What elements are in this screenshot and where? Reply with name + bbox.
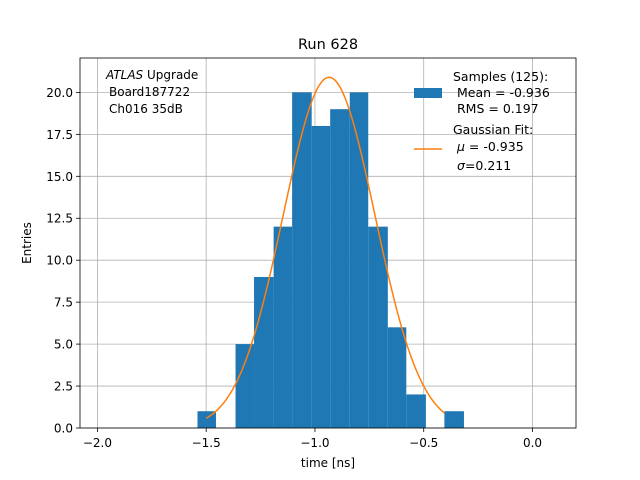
legend-fit-sigma: σ=0.211 bbox=[457, 158, 511, 173]
x-tick-label: −0.5 bbox=[409, 436, 438, 450]
histogram-bar bbox=[368, 226, 388, 428]
y-tick-label: 12.5 bbox=[46, 212, 73, 226]
legend-samples-title: Samples (125): bbox=[453, 69, 548, 84]
y-axis-ticks: 0.0 2.5 5.0 7.5 10.0 12.5 15.0 17.5 20.0 bbox=[46, 86, 80, 436]
plot-frame bbox=[79, 57, 577, 429]
histogram-bar bbox=[292, 92, 312, 428]
legend-fit-sigma-value: =0.211 bbox=[465, 158, 511, 173]
y-tick-label: 7.5 bbox=[54, 296, 73, 310]
legend-fit-mu-value: = -0.935 bbox=[465, 139, 524, 154]
gaussian-fit-curve bbox=[205, 76, 445, 419]
y-tick-label: 10.0 bbox=[46, 254, 73, 268]
atlas-annotation: ATLAS Upgrade Board187722 Ch016 35dB bbox=[105, 68, 198, 116]
histogram-bar bbox=[273, 226, 293, 428]
legend-fit-title: Gaussian Fit: bbox=[453, 122, 533, 137]
histogram-bar bbox=[444, 411, 464, 428]
annotation-experiment: ATLAS bbox=[105, 68, 144, 82]
x-tick-label: 0.0 bbox=[523, 436, 542, 450]
histogram-bar bbox=[235, 344, 255, 428]
annotation-experiment-line: ATLAS Upgrade bbox=[105, 68, 198, 82]
x-axis-label: time [ns] bbox=[301, 456, 355, 470]
histogram-bar bbox=[330, 109, 350, 428]
annotation-experiment-suffix: Upgrade bbox=[143, 68, 198, 82]
histogram-bar bbox=[349, 92, 369, 428]
histogram-bar bbox=[311, 125, 331, 429]
x-tick-label: −1.5 bbox=[192, 436, 221, 450]
histogram-bar bbox=[254, 276, 274, 428]
annotation-board: Board187722 bbox=[109, 85, 190, 99]
chart-title: Run 628 bbox=[298, 37, 358, 53]
annotation-channel: Ch016 35dB bbox=[109, 102, 183, 116]
legend: Samples (125): Mean = -0.936 RMS = 0.197… bbox=[414, 69, 550, 173]
legend-fit-mu-symbol: μ bbox=[456, 139, 465, 154]
legend-samples-rms: RMS = 0.197 bbox=[457, 101, 539, 116]
y-tick-label: 2.5 bbox=[54, 380, 73, 394]
y-tick-label: 0.0 bbox=[54, 422, 73, 436]
x-axis-ticks: −2.0 −1.5 −1.0 −0.5 0.0 bbox=[83, 428, 542, 450]
histogram-bar bbox=[387, 327, 407, 428]
y-tick-label: 5.0 bbox=[54, 338, 73, 352]
x-tick-label: −2.0 bbox=[83, 436, 112, 450]
y-axis-label: Entries bbox=[20, 222, 34, 264]
legend-fit-sigma-symbol: σ bbox=[457, 158, 466, 173]
histogram-bars bbox=[197, 92, 464, 429]
y-tick-label: 20.0 bbox=[46, 86, 73, 100]
legend-samples-swatch bbox=[414, 88, 442, 98]
x-tick-label: −1.0 bbox=[300, 436, 329, 450]
y-tick-label: 15.0 bbox=[46, 170, 73, 184]
histogram-bar bbox=[406, 394, 426, 428]
y-tick-label: 17.5 bbox=[46, 128, 73, 142]
legend-samples-mean: Mean = -0.936 bbox=[457, 85, 550, 100]
legend-fit-mu: μ = -0.935 bbox=[456, 139, 524, 154]
